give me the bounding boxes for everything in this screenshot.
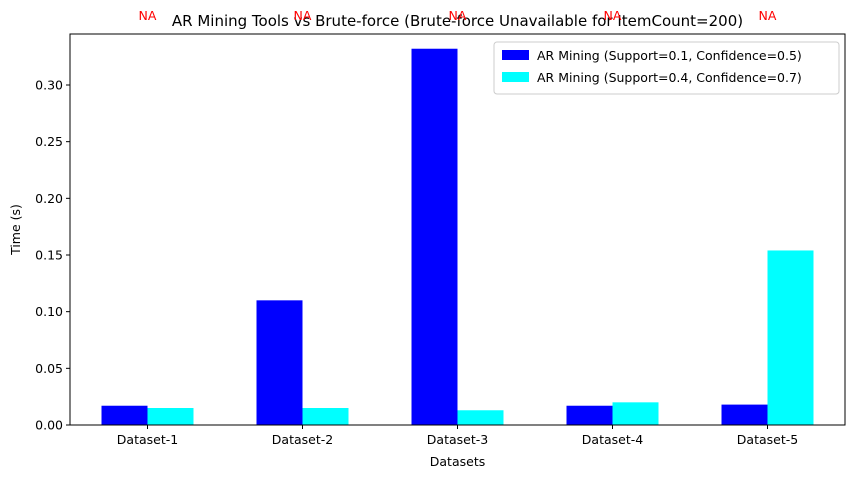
bar-series-1-dataset-5 [721, 404, 768, 425]
legend-swatch [502, 72, 529, 82]
legend-swatch [502, 50, 529, 60]
legend: AR Mining (Support=0.1, Confidence=0.5) A… [493, 41, 840, 95]
na-annotation: NA [294, 8, 312, 23]
x-tick-label: Dataset-1 [117, 432, 178, 447]
bars-group [101, 48, 814, 425]
x-tick-label: Dataset-3 [427, 432, 488, 447]
bar-series-2-dataset-5 [767, 250, 814, 425]
legend-label: AR Mining (Support=0.1, Confidence=0.5) [537, 48, 802, 63]
y-tick-label: 0.20 [35, 191, 63, 206]
bar-series-1-dataset-3 [411, 48, 458, 425]
y-tick-label: 0.30 [35, 78, 63, 93]
x-axis: Dataset-1 Dataset-2 Dataset-3 Dataset-4 Data… [117, 425, 798, 447]
y-tick-label: 0.25 [35, 134, 63, 149]
na-annotation: NA [139, 8, 157, 23]
y-axis-label: Time (s) [8, 204, 23, 256]
bar-series-2-dataset-2 [302, 408, 349, 425]
legend-label: AR Mining (Support=0.4, Confidence=0.7) [537, 70, 802, 85]
x-tick-label: Dataset-4 [582, 432, 643, 447]
x-tick-label: Dataset-2 [272, 432, 333, 447]
y-tick-label: 0.15 [35, 248, 63, 263]
na-annotation: NA [604, 8, 622, 23]
chart-title: AR Mining Tools vs Brute-force (Brute-fo… [172, 12, 743, 30]
x-axis-label: Datasets [430, 454, 485, 469]
y-axis: 0.00 0.05 0.10 0.15 0.20 0.25 0.30 [35, 78, 70, 433]
x-tick-label: Dataset-5 [737, 432, 798, 447]
na-annotation: NA [449, 8, 467, 23]
bar-series-2-dataset-4 [612, 402, 659, 425]
bar-series-1-dataset-4 [566, 405, 613, 425]
y-tick-label: 0.10 [35, 304, 63, 319]
bar-series-2-dataset-1 [147, 408, 194, 425]
bar-series-1-dataset-1 [101, 405, 148, 425]
bar-series-1-dataset-2 [256, 300, 303, 425]
legend-box [493, 41, 840, 95]
annotations-group: NA NA NA NA NA [139, 8, 777, 23]
y-tick-label: 0.05 [35, 361, 63, 376]
bar-series-2-dataset-3 [457, 410, 504, 425]
na-annotation: NA [759, 8, 777, 23]
y-tick-label: 0.00 [35, 418, 63, 433]
